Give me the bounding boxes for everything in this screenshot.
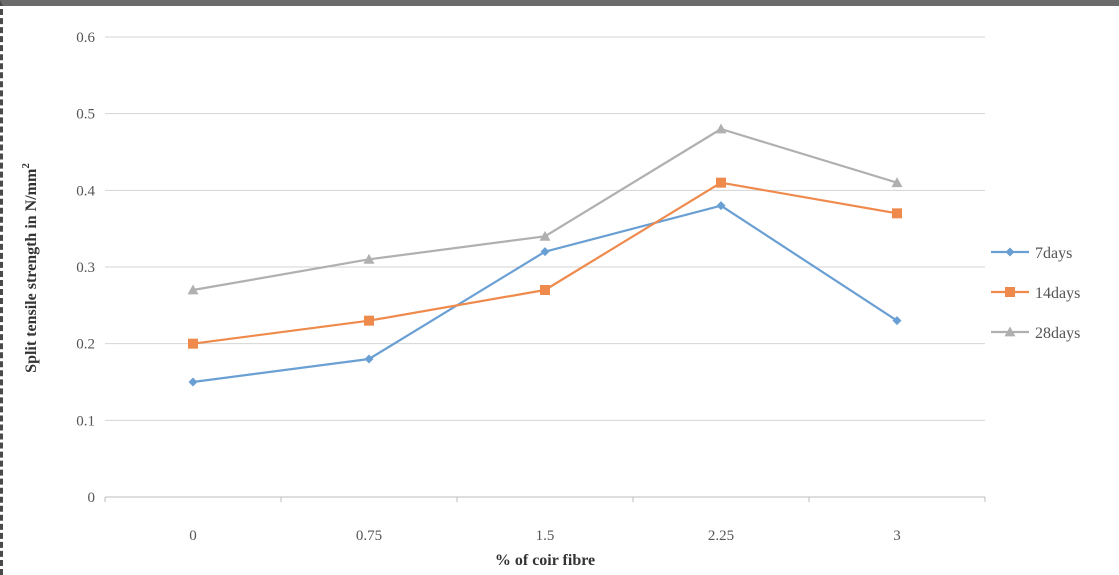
data-point-28days [715, 123, 727, 134]
legend-label: 7days [1035, 245, 1072, 262]
x-axis-ticks: 0 0.75 1.5 2.25 3 [189, 528, 901, 544]
data-point-7days [716, 201, 726, 211]
y-axis-title: Split tensile strength in N/mm2 [20, 163, 40, 373]
y-axis-ticks: 0 0.1 0.2 0.3 0.4 0.5 0.6 [76, 30, 95, 506]
series-14days [188, 177, 902, 349]
data-point-28days [539, 230, 551, 241]
x-tick-label: 0.75 [356, 528, 382, 544]
data-point-7days [188, 377, 198, 387]
data-point-14days [540, 285, 550, 295]
x-tick-label: 2.25 [708, 528, 734, 544]
y-axis-title-text: Split tensile strength in N/mm [23, 168, 40, 373]
legend-label: 14days [1035, 285, 1080, 302]
legend-label: 28days [1035, 325, 1080, 342]
legend-marker [1005, 287, 1015, 297]
x-tick-label: 1.5 [536, 528, 555, 544]
y-tick-label: 0.1 [76, 413, 95, 429]
legend-item-14days: 14days [991, 285, 1080, 302]
y-tick-label: 0.6 [76, 30, 95, 46]
series-28days [187, 123, 903, 295]
y-tick-label: 0.3 [76, 260, 95, 276]
x-axis-title: % of coir fibre [495, 552, 595, 569]
data-point-7days [364, 354, 374, 364]
series-lines [187, 123, 903, 387]
legend-item-28days: 28days [991, 325, 1080, 342]
legend-item-7days: 7days [991, 245, 1072, 262]
x-tick-label: 0 [189, 528, 197, 544]
y-axis-title-superscript: 2 [20, 163, 32, 169]
data-point-14days [364, 315, 374, 326]
series-line-14days [192, 181, 898, 345]
series-7days [188, 201, 902, 387]
data-point-14days [188, 338, 198, 349]
data-point-28days [363, 253, 375, 264]
data-point-14days [892, 208, 902, 219]
data-point-14days [716, 177, 726, 188]
series-line-28days [192, 127, 898, 292]
data-point-28days [187, 284, 199, 295]
x-axis [104, 496, 986, 502]
data-point-28days [891, 177, 903, 188]
y-tick-label: 0 [88, 490, 96, 506]
data-point-7days [540, 247, 550, 257]
gridlines [105, 36, 985, 421]
y-tick-label: 0.2 [76, 337, 95, 353]
legend: 7days 14days 28days [991, 245, 1080, 342]
data-point-7days [892, 316, 902, 326]
y-tick-label: 0.5 [76, 107, 95, 123]
x-tick-label: 3 [893, 528, 901, 544]
legend-marker [1005, 247, 1015, 257]
y-tick-label: 0.4 [76, 183, 95, 199]
legend-marker [1004, 326, 1016, 337]
